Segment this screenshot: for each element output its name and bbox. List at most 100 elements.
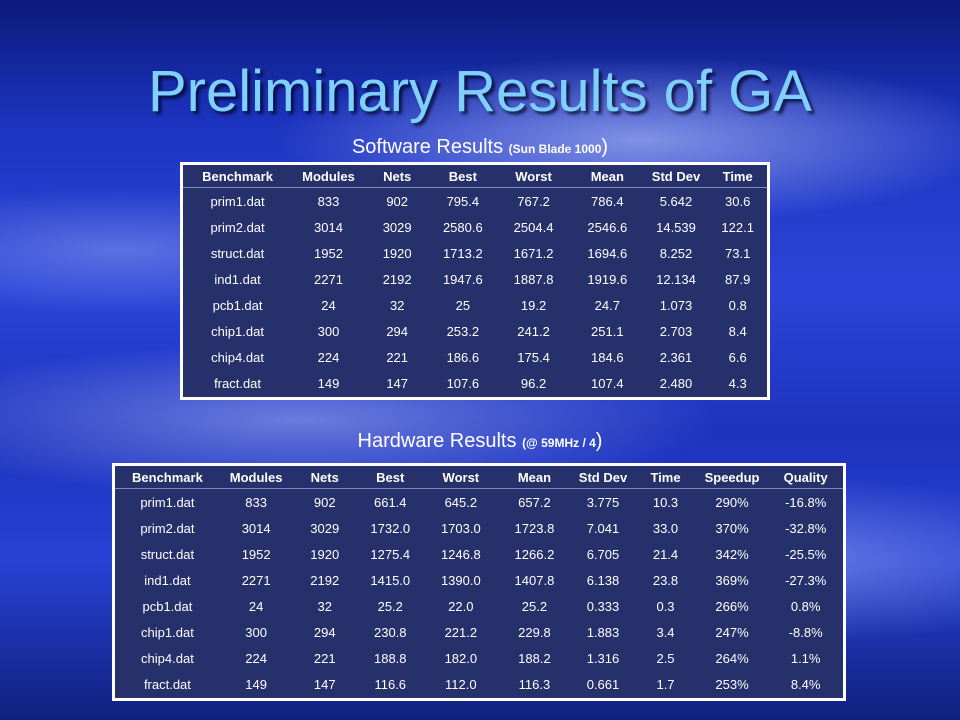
table-cell: 0.8 — [728, 298, 747, 314]
table-cell: 147 — [313, 677, 336, 693]
table-cell: 370% — [715, 520, 749, 536]
table-cell: 10.3 — [652, 494, 679, 510]
table-cell: 25.2 — [521, 599, 548, 615]
table-cell: 96.2 — [520, 376, 547, 392]
column-header: Modules — [219, 466, 293, 489]
table-cell: 1671.2 — [513, 246, 554, 262]
table-cell: 188.2 — [518, 651, 551, 667]
table-cell: 224 — [245, 651, 267, 667]
column-header: Worst — [496, 165, 571, 188]
column-header: Benchmark — [183, 165, 293, 188]
table-cell: 253.2 — [446, 324, 480, 340]
table-cell: 73.1 — [725, 246, 751, 262]
table-cell: 300 — [317, 324, 340, 340]
table-cell: 230.8 — [373, 625, 407, 641]
table-cell: 2504.4 — [513, 219, 554, 235]
benchmark-cell: prim1.dat — [140, 494, 195, 510]
table-row: prim1.dat 833 902 661.4 645.2 657.2 3.775 10.3 2… — [115, 489, 843, 516]
benchmark-cell: chip1.dat — [211, 324, 264, 340]
table-cell: 2.703 — [659, 324, 693, 340]
benchmark-cell: prim1.dat — [210, 193, 265, 209]
table-cell: 3014 — [241, 520, 271, 536]
table-cell: 22.0 — [448, 599, 474, 615]
table-cell: 0.8% — [790, 599, 821, 615]
table-cell: 6.6 — [728, 350, 747, 366]
benchmark-cell: struct.dat — [140, 547, 195, 563]
table-cell: 12.134 — [656, 272, 696, 288]
hardware-subtitle-text: Hardware Results — [357, 430, 517, 452]
table-cell: 221.2 — [444, 625, 478, 641]
table-cell: 21.4 — [652, 547, 679, 563]
table-cell: 1.883 — [586, 625, 620, 641]
table-cell: 149 — [245, 677, 267, 693]
table-row: fract.dat 149 147 116.6 112.0 116.3 0.661 1.7 25… — [115, 672, 843, 698]
benchmark-cell: fract.dat — [214, 376, 262, 392]
table-cell: 1.073 — [659, 298, 693, 314]
table-cell: 369% — [715, 573, 749, 589]
table-row: prim2.dat 3014 3029 2580.6 2504.4 2546.6 14.53… — [183, 214, 767, 240]
table-cell: 1407.8 — [514, 573, 555, 589]
table-cell: 266% — [715, 599, 749, 615]
table-cell: 833 — [245, 494, 267, 510]
table-cell: 290% — [715, 494, 749, 510]
table-cell: 1723.8 — [514, 520, 555, 536]
table-cell: 24 — [321, 298, 336, 314]
table-cell: 1732.0 — [370, 520, 411, 536]
table-cell: 241.2 — [517, 324, 550, 340]
column-header: Benchmark — [115, 466, 220, 489]
table-cell: 833 — [317, 193, 340, 209]
table-cell: 251.1 — [591, 324, 624, 340]
software-table-grid: Benchmark Modules Nets Best Worst Mean Std Dev… — [183, 165, 767, 397]
table-cell: 3014 — [314, 219, 343, 235]
table-cell: 342% — [715, 547, 749, 563]
table-cell: 1246.8 — [440, 547, 481, 563]
table-cell: 1275.4 — [370, 547, 411, 563]
table-cell: 25.2 — [377, 599, 403, 615]
hardware-subtitle-note: (@ 59MHz / 4 — [522, 436, 596, 450]
page-title: Preliminary Results of GA — [148, 59, 812, 124]
table-cell: 1390.0 — [440, 573, 481, 589]
table-cell: 4.3 — [728, 376, 747, 392]
column-header: Quality — [768, 466, 843, 489]
table-row: prim2.dat 3014 3029 1732.0 1703.0 1723.8 7.041… — [115, 515, 843, 541]
table-cell: 2192 — [382, 272, 412, 288]
column-header: Time — [635, 466, 696, 489]
table-cell: 24 — [248, 599, 264, 615]
table-cell: 3.775 — [586, 494, 620, 510]
benchmark-cell: prim2.dat — [210, 219, 265, 235]
table-cell: 786.4 — [591, 193, 624, 209]
table-row: chip1.dat 300 294 230.8 221.2 229.8 1.883 3.4 24… — [115, 620, 843, 646]
table-cell: 107.6 — [446, 376, 480, 392]
software-subtitle-text: Software Results — [351, 136, 504, 158]
table-cell: 294 — [313, 625, 336, 641]
table-row: chip4.dat 224 221 188.8 182.0 188.2 1.316 2.5 26… — [115, 646, 843, 672]
table-row: pcb1.dat 24 32 25.2 22.0 25.2 0.333 0.3 266% 0.8% — [115, 594, 843, 620]
table-cell: 0.3 — [656, 599, 675, 615]
table-cell: 2271 — [241, 573, 271, 589]
benchmark-cell: prim2.dat — [140, 520, 195, 536]
table-cell: 264% — [715, 651, 749, 667]
benchmark-cell: chip4.dat — [141, 651, 194, 667]
table-cell: 2192 — [310, 573, 340, 589]
table-cell: -25.5% — [785, 547, 827, 563]
table-row: ind1.dat 2271 2192 1947.6 1887.8 1919.6 12.134… — [183, 267, 767, 293]
hardware-results-table: Benchmark Modules Nets Best Worst Mean Std Dev… — [112, 463, 846, 701]
column-header: Best — [429, 165, 497, 188]
table-cell: 2.361 — [659, 350, 693, 366]
benchmark-cell: pcb1.dat — [212, 298, 263, 314]
table-cell: 1952 — [314, 246, 343, 262]
table-cell: 182.0 — [444, 651, 478, 667]
table-cell: 14.539 — [656, 219, 696, 235]
benchmark-cell: fract.dat — [143, 677, 191, 693]
column-header: Modules — [292, 165, 365, 188]
table-cell: 149 — [317, 376, 340, 392]
table-cell: 221 — [386, 350, 409, 366]
table-cell: 112.0 — [445, 677, 477, 693]
table-cell: 1920 — [310, 547, 340, 563]
table-cell: 3029 — [310, 520, 340, 536]
table-cell: 24.7 — [594, 298, 620, 314]
hardware-subtitle-close: ) — [595, 430, 603, 452]
table-cell: 1.1% — [790, 651, 821, 667]
table-cell: 294 — [386, 324, 409, 340]
software-header-row: Benchmark Modules Nets Best Worst Mean Std Dev… — [183, 165, 767, 188]
